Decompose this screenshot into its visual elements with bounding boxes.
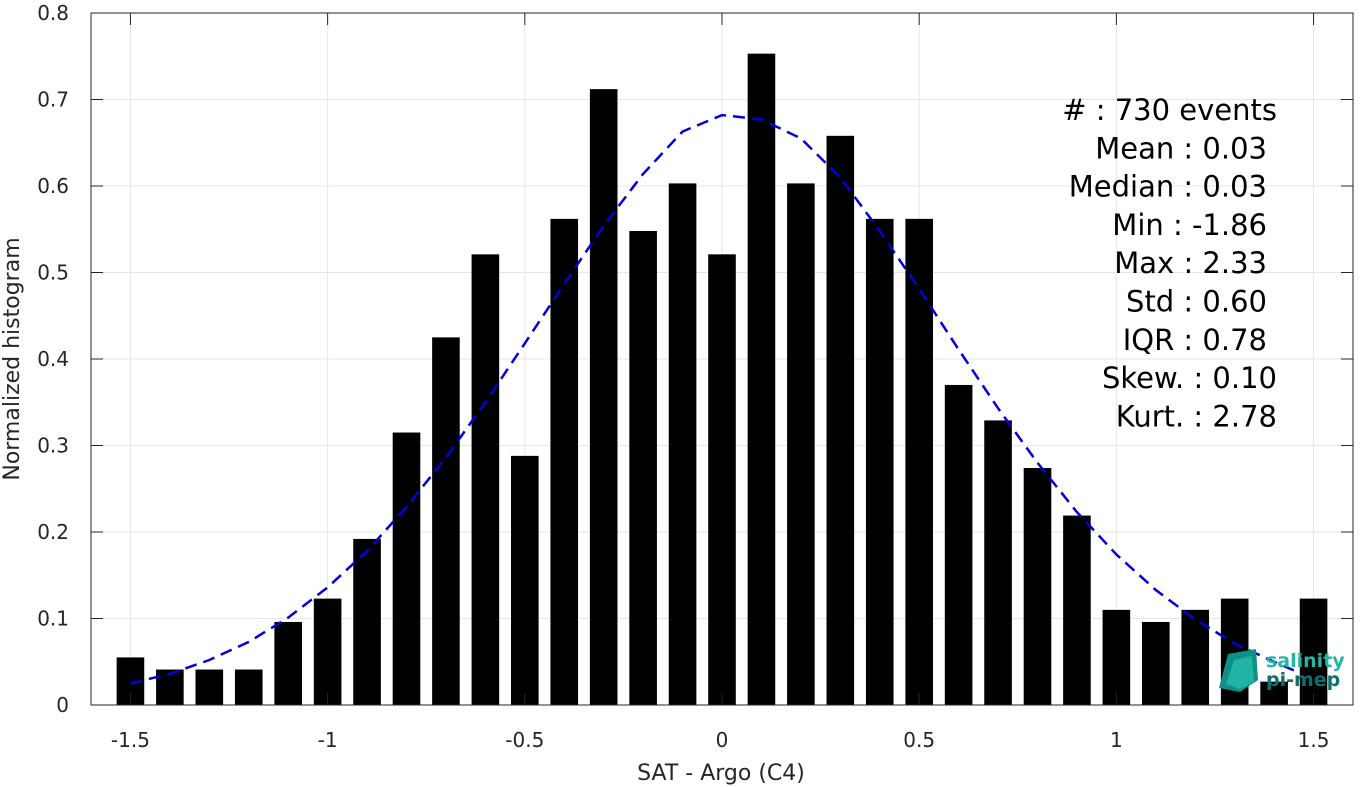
x-tick-label: 1 [1110, 728, 1123, 752]
logo-shape-front [1226, 656, 1254, 689]
logo-text-bottom: pi-mep [1266, 669, 1340, 691]
histogram-bar [1102, 609, 1131, 705]
y-axis-ticks: 0 0.1 0.2 0.3 0.4 0.5 0.6 0.7 0.8 [37, 1, 1353, 717]
salinity-pimep-logo: salinity pi-mep [1219, 649, 1345, 692]
histogram-bar [984, 420, 1012, 705]
histogram-bar [471, 254, 500, 705]
x-axis-label: SAT - Argo (C4) [637, 761, 805, 786]
fit-curve-line [130, 113, 1295, 685]
y-axis-label: Normalized histogram [0, 237, 25, 480]
x-tick-label: 0 [716, 728, 729, 752]
y-tick-label: 0.8 [37, 1, 69, 25]
histogram-bar [629, 230, 657, 706]
histogram-bar [1063, 515, 1091, 705]
x-tick-label: 1.5 [1298, 728, 1330, 752]
x-tick-label: -1.5 [111, 728, 150, 752]
y-tick-label: 0.6 [37, 174, 69, 198]
histogram-bar [432, 337, 460, 705]
x-axis-ticks: -1.5 -1 -0.5 0 0.5 1 1.5 [111, 13, 1330, 752]
histogram-bar [905, 218, 933, 705]
x-tick-label: -1 [318, 728, 338, 752]
histogram-bar [353, 538, 381, 705]
y-tick-label: 0.1 [37, 607, 69, 631]
histogram-bar [274, 621, 302, 705]
histogram-bars [116, 53, 1328, 706]
histogram-bar [865, 218, 894, 705]
statistics-box: # : 730 events Mean : 0.03 Median : 0.03 Mi… [1062, 93, 1277, 433]
histogram-bar [944, 384, 973, 705]
histogram-bar [195, 669, 224, 705]
histogram-bar [708, 254, 736, 705]
y-tick-label: 0.5 [37, 261, 69, 285]
histogram-bar [668, 183, 697, 705]
histogram-bar [747, 53, 776, 705]
histogram-bar [313, 598, 342, 705]
x-tick-label: 0.5 [903, 728, 935, 752]
stat-line: Max : 2.33 [1114, 246, 1267, 280]
stat-line: Median : 0.03 [1069, 170, 1267, 204]
stat-line: # : 730 events [1062, 93, 1277, 127]
histogram-bar [1260, 681, 1288, 705]
histogram-bar [156, 669, 184, 705]
stat-line: Skew. : 0.10 [1102, 361, 1277, 395]
fit-curve [130, 113, 1295, 685]
y-tick-label: 0.3 [37, 434, 69, 458]
histogram-bar [787, 183, 815, 705]
histogram-bar [589, 89, 618, 706]
histogram-bar [1299, 598, 1328, 705]
histogram-bar [392, 432, 421, 705]
histogram-bar [1142, 621, 1170, 705]
logo-text-top: salinity [1266, 650, 1345, 672]
y-tick-label: 0.2 [37, 520, 69, 544]
histogram-bar [550, 218, 579, 705]
histogram-bar [826, 135, 855, 705]
stat-line: Min : -1.86 [1112, 208, 1267, 242]
x-tick-label: -0.5 [505, 728, 544, 752]
y-tick-label: 0.7 [37, 88, 69, 112]
stat-line: Kurt. : 2.78 [1116, 399, 1277, 433]
stat-line: Mean : 0.03 [1095, 131, 1267, 165]
stat-line: IQR : 0.78 [1123, 323, 1267, 357]
y-tick-label: 0.4 [37, 347, 69, 371]
stat-line: Std : 0.60 [1126, 285, 1267, 319]
y-tick-label: 0 [56, 693, 69, 717]
histogram-bar [234, 669, 263, 705]
histogram-bar [1023, 467, 1052, 705]
histogram-bar [511, 455, 539, 705]
